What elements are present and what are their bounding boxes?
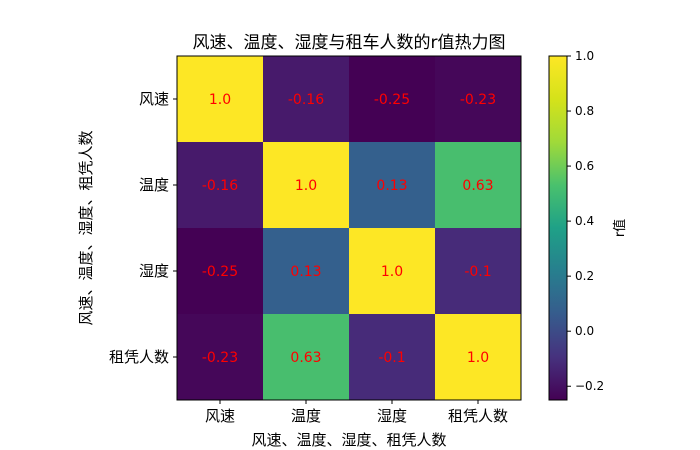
- cell-value-label: 1.0: [209, 92, 231, 108]
- colorbar-tick-label: −0.2: [575, 379, 604, 393]
- heatmap-cell: [263, 56, 350, 143]
- cell-value-label: -0.16: [202, 178, 238, 194]
- colorbar-tick-label: 0.2: [575, 269, 594, 283]
- heatmap-cell: [349, 142, 436, 229]
- heatmap-cell: [435, 56, 522, 143]
- heatmap-cell: [349, 56, 436, 143]
- cell-value-label: -0.1: [378, 350, 405, 366]
- heatmap-cell: [263, 314, 350, 401]
- heatmap-cell: [435, 142, 522, 229]
- heatmap-cell: [435, 314, 522, 401]
- cell-value-label: 0.13: [376, 178, 407, 194]
- cell-value-label: 1.0: [295, 178, 317, 194]
- y-axis-label: 风速、温度、湿度、租凭人数: [77, 130, 95, 325]
- colorbar-tick-label: 0.6: [575, 159, 594, 173]
- cell-value-label: -0.23: [202, 350, 238, 366]
- cell-value-label: -0.16: [288, 92, 324, 108]
- heatmap-cell: [349, 228, 436, 315]
- colorbar-tick-label: 1.0: [575, 49, 594, 63]
- colorbar-ticks: −0.2 0.0 0.2 0.4 0.6 0.8 1.0: [567, 49, 604, 393]
- cell-value-label: -0.1: [464, 264, 491, 280]
- x-axis-ticks: 风速 温度 湿度 租凭人数: [205, 400, 508, 425]
- plot-frame: [176, 55, 522, 401]
- cell-value-label: -0.23: [460, 92, 496, 108]
- chart-title: 风速、温度、湿度与租车人数的r值热力图: [193, 33, 506, 53]
- cell-value-label: -0.25: [202, 264, 238, 280]
- heatmap-cell: [263, 228, 350, 315]
- heatmap-cell: [177, 314, 264, 401]
- y-tick-label: 风速: [139, 90, 169, 108]
- colorbar-tick-label: 0.0: [575, 324, 594, 338]
- cell-value-label: 1.0: [467, 350, 489, 366]
- heatmap-cell: [435, 228, 522, 315]
- colorbar-tick-label: 0.8: [575, 104, 594, 118]
- heatmap-cell: [177, 228, 264, 315]
- x-tick-label: 风速: [205, 407, 235, 425]
- x-tick-label: 温度: [291, 407, 321, 425]
- heatmap-cell-labels: 1.0 -0.16 -0.25 -0.23 -0.16 1.0 0.13 0.63 -0.25 0…: [202, 92, 496, 366]
- cell-value-label: 0.63: [290, 350, 321, 366]
- colorbar: [548, 55, 568, 401]
- heatmap-cell: [177, 56, 264, 143]
- y-tick-label: 温度: [139, 176, 169, 194]
- y-tick-label: 湿度: [139, 262, 169, 280]
- heatmap-cells: [177, 56, 522, 401]
- y-tick-label: 租凭人数: [109, 348, 169, 366]
- cell-value-label: 1.0: [381, 264, 403, 280]
- heatmap-cell: [177, 142, 264, 229]
- colorbar-label: r值: [612, 219, 628, 237]
- x-tick-label: 租凭人数: [448, 407, 508, 425]
- heatmap-cell: [349, 314, 436, 401]
- cell-value-label: 0.13: [290, 264, 321, 280]
- cell-value-label: -0.25: [374, 92, 410, 108]
- cell-value-label: 0.63: [462, 178, 493, 194]
- x-tick-label: 湿度: [377, 407, 407, 425]
- x-axis-label: 风速、温度、湿度、租凭人数: [251, 431, 446, 449]
- heatmap-cell: [263, 142, 350, 229]
- colorbar-tick-label: 0.4: [575, 214, 594, 228]
